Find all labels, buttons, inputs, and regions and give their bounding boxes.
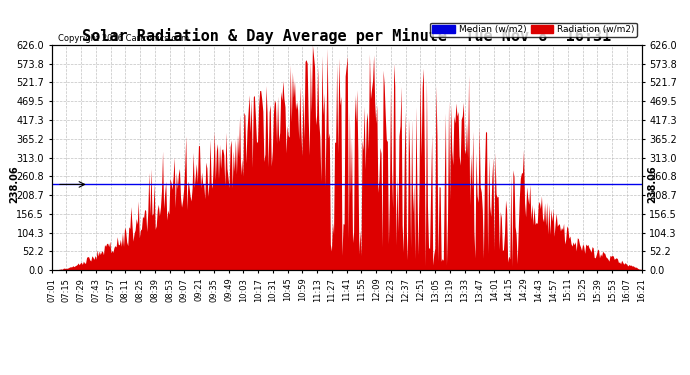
Text: Copyright 2016 Cartronics.com: Copyright 2016 Cartronics.com (58, 34, 189, 43)
Text: 238.06: 238.06 (648, 166, 658, 203)
Title: Solar Radiation & Day Average per Minute  Tue Nov 8  16:31: Solar Radiation & Day Average per Minute… (82, 28, 611, 44)
Legend: Median (w/m2), Radiation (w/m2): Median (w/m2), Radiation (w/m2) (430, 22, 637, 37)
Text: 238.06: 238.06 (9, 166, 19, 203)
